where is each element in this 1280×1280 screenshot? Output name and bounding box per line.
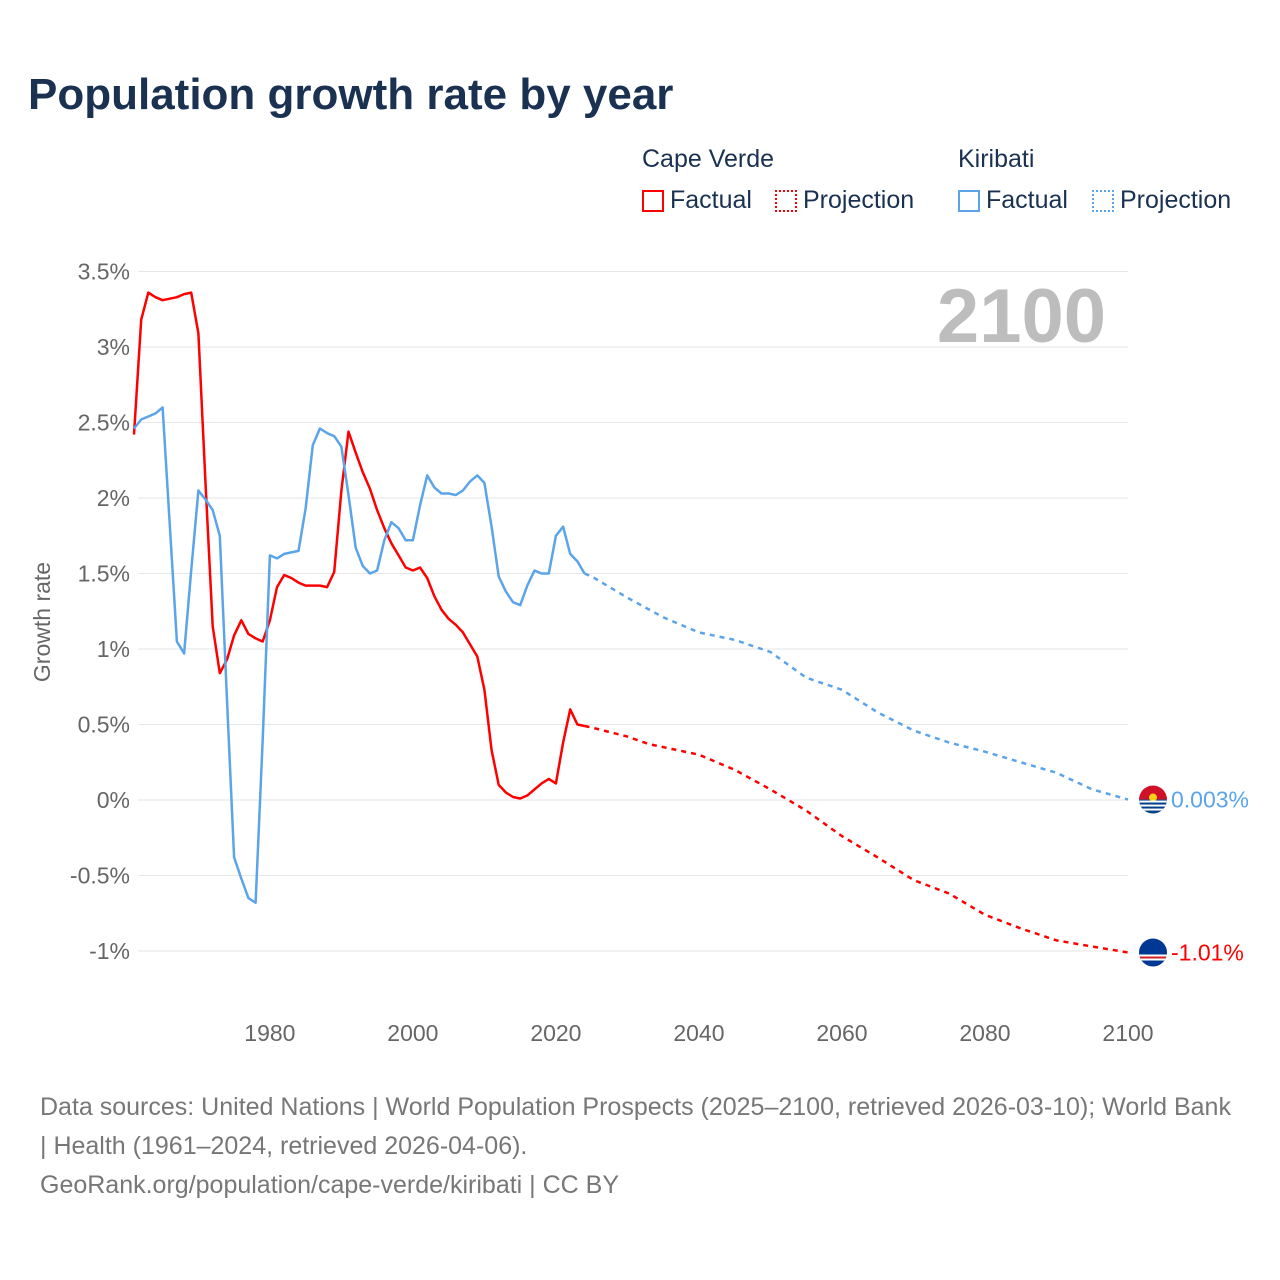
y-tick-label: 1% xyxy=(97,636,130,662)
legend-label: Factual xyxy=(986,186,1068,214)
year-watermark: 2100 xyxy=(937,274,1106,359)
legend-cape-verde-projection[interactable]: Projection xyxy=(775,186,914,215)
x-tick-label: 2000 xyxy=(387,1020,438,1046)
legend-group-cape-verde: Cape Verde xyxy=(642,145,775,173)
y-tick-label: 2% xyxy=(97,485,130,511)
legend-label: Projection xyxy=(1120,186,1232,214)
legend-swatch-solid xyxy=(642,190,664,212)
y-tick-label: -1% xyxy=(89,938,130,964)
credit-link[interactable]: GeoRank.org/population/cape-verde/kiriba… xyxy=(40,1171,620,1199)
legend-swatch-dotted xyxy=(775,190,797,212)
series-cape-verde-projection xyxy=(584,724,1129,954)
x-tick-label: 2060 xyxy=(816,1020,867,1046)
x-tick-label: 2040 xyxy=(673,1020,724,1046)
legend-swatch-dotted xyxy=(1092,190,1114,212)
legend-label: Projection xyxy=(803,186,915,214)
flag-cape-verde-icon xyxy=(1139,938,1167,967)
chart-title: Population growth rate by year xyxy=(28,70,674,119)
legend-cape-verde-factual[interactable]: Factual xyxy=(642,186,752,215)
x-tick-label: 2020 xyxy=(530,1020,581,1046)
x-tick-label: 2080 xyxy=(959,1020,1010,1046)
legend-label: Factual xyxy=(670,186,752,214)
x-tick-label: 2100 xyxy=(1102,1020,1153,1046)
y-tick-label: 2.5% xyxy=(78,410,130,436)
y-tick-label: 0% xyxy=(97,787,130,813)
y-axis-label: Growth rate xyxy=(29,562,55,682)
legend-kiribati-projection[interactable]: Projection xyxy=(1092,186,1231,215)
plot-area: 3.5% 3% 2.5% 2% 1.5% 1% 0.5% 0% -0.5% -1% 1980 2000… xyxy=(29,259,1249,1047)
footer: Data sources: United Nations | World Pop… xyxy=(40,1088,1240,1205)
x-tick-label: 1980 xyxy=(244,1020,295,1046)
legend-kiribati-factual[interactable]: Factual xyxy=(958,186,1068,215)
y-tick-label: 3.5% xyxy=(78,259,130,285)
y-tick-label: 0.5% xyxy=(78,712,130,738)
legend-group-kiribati: Kiribati xyxy=(958,145,1035,173)
end-label-cape-verde: -1.01% xyxy=(1171,940,1244,966)
series-kiribati-projection xyxy=(584,572,1129,801)
y-tick-label: 1.5% xyxy=(78,561,130,587)
flag-kiribati-icon xyxy=(1139,785,1167,814)
y-tick-label: 3% xyxy=(97,334,130,360)
data-sources: Data sources: United Nations | World Pop… xyxy=(40,1093,1231,1160)
y-tick-label: -0.5% xyxy=(70,863,130,889)
series-kiribati-factual xyxy=(133,406,586,904)
end-label-kiribati: 0.003% xyxy=(1171,787,1249,813)
legend-swatch-solid xyxy=(958,190,980,212)
series-cape-verde-factual xyxy=(132,291,585,800)
